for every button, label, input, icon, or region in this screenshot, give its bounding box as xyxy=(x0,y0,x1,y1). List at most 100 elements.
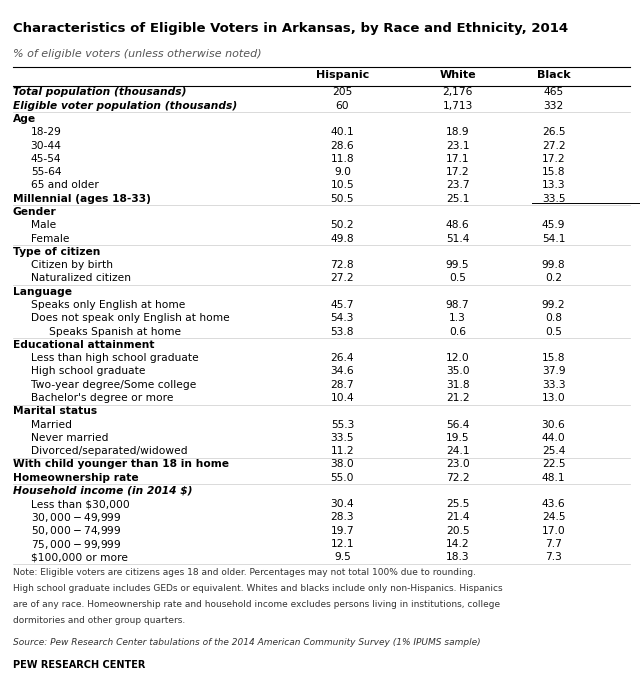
Text: $100,000 or more: $100,000 or more xyxy=(31,552,128,563)
Text: 28.3: 28.3 xyxy=(331,512,354,523)
Text: Marital status: Marital status xyxy=(13,406,97,416)
Text: 18.9: 18.9 xyxy=(446,127,469,138)
Text: Age: Age xyxy=(13,114,36,124)
Text: 28.6: 28.6 xyxy=(331,140,354,151)
Text: 24.5: 24.5 xyxy=(542,512,565,523)
Text: 19.7: 19.7 xyxy=(331,526,354,536)
Text: 43.6: 43.6 xyxy=(542,499,565,510)
Text: 15.8: 15.8 xyxy=(542,168,565,177)
Text: 26.5: 26.5 xyxy=(542,127,565,138)
Text: 38.0: 38.0 xyxy=(330,459,355,469)
Text: 23.7: 23.7 xyxy=(446,181,469,191)
Text: Married: Married xyxy=(31,419,72,429)
Text: 15.8: 15.8 xyxy=(542,353,565,363)
Text: 14.2: 14.2 xyxy=(446,539,469,549)
Text: 44.0: 44.0 xyxy=(541,433,566,443)
Text: Eligible voter population (thousands): Eligible voter population (thousands) xyxy=(13,101,237,111)
Text: Millennial (ages 18-33): Millennial (ages 18-33) xyxy=(13,194,150,204)
Text: 33.3: 33.3 xyxy=(542,380,565,389)
Text: dormitories and other group quarters.: dormitories and other group quarters. xyxy=(13,616,185,625)
Text: 23.1: 23.1 xyxy=(446,140,469,151)
Text: Two-year degree/Some college: Two-year degree/Some college xyxy=(31,380,196,389)
Text: 12.1: 12.1 xyxy=(331,539,354,549)
Text: Note: Eligible voters are citizens ages 18 and older. Percentages may not total : Note: Eligible voters are citizens ages … xyxy=(13,568,476,577)
Text: 55-64: 55-64 xyxy=(31,168,61,177)
Text: 10.4: 10.4 xyxy=(330,393,355,403)
Text: Less than high school graduate: Less than high school graduate xyxy=(31,353,198,363)
Text: High school graduate: High school graduate xyxy=(31,366,145,376)
Text: 17.2: 17.2 xyxy=(446,168,469,177)
Text: 27.2: 27.2 xyxy=(331,274,354,283)
Text: 332: 332 xyxy=(543,101,564,111)
Text: 50.5: 50.5 xyxy=(331,194,354,204)
Text: 55.3: 55.3 xyxy=(331,419,354,429)
Text: Citizen by birth: Citizen by birth xyxy=(31,260,113,270)
Text: 2,176: 2,176 xyxy=(442,87,473,98)
Text: 54.3: 54.3 xyxy=(331,313,354,323)
Text: 11.8: 11.8 xyxy=(331,154,354,164)
Text: Naturalized citizen: Naturalized citizen xyxy=(31,274,131,283)
Text: 9.0: 9.0 xyxy=(334,168,351,177)
Text: 99.5: 99.5 xyxy=(446,260,469,270)
Text: 99.2: 99.2 xyxy=(542,300,565,310)
Text: White: White xyxy=(439,70,476,80)
Text: 60: 60 xyxy=(335,101,349,111)
Text: Does not speak only English at home: Does not speak only English at home xyxy=(31,313,230,323)
Text: 99.8: 99.8 xyxy=(542,260,565,270)
Text: 1,713: 1,713 xyxy=(442,101,473,111)
Text: Source: Pew Research Center tabulations of the 2014 American Community Survey (1: Source: Pew Research Center tabulations … xyxy=(13,638,481,647)
Text: PEW RESEARCH CENTER: PEW RESEARCH CENTER xyxy=(13,660,145,670)
Text: Hispanic: Hispanic xyxy=(316,70,369,80)
Text: 28.7: 28.7 xyxy=(331,380,354,389)
Text: 65 and older: 65 and older xyxy=(31,181,99,191)
Text: 55.0: 55.0 xyxy=(331,473,354,482)
Text: 21.2: 21.2 xyxy=(446,393,469,403)
Text: 17.2: 17.2 xyxy=(542,154,565,164)
Text: 25.4: 25.4 xyxy=(542,446,565,456)
Text: Male: Male xyxy=(31,221,56,230)
Text: 17.1: 17.1 xyxy=(446,154,469,164)
Text: Female: Female xyxy=(31,234,69,244)
Text: 53.8: 53.8 xyxy=(331,327,354,336)
Text: $30,000-$49,999: $30,000-$49,999 xyxy=(31,511,122,524)
Text: 20.5: 20.5 xyxy=(446,526,469,536)
Text: 26.4: 26.4 xyxy=(331,353,354,363)
Text: 22.5: 22.5 xyxy=(542,459,565,469)
Text: 51.4: 51.4 xyxy=(446,234,469,244)
Text: 50.2: 50.2 xyxy=(331,221,354,230)
Text: 49.8: 49.8 xyxy=(331,234,354,244)
Text: 33.5: 33.5 xyxy=(331,433,354,443)
Text: 0.5: 0.5 xyxy=(449,274,466,283)
Text: are of any race. Homeownership rate and household income excludes persons living: are of any race. Homeownership rate and … xyxy=(13,600,500,609)
Text: 7.3: 7.3 xyxy=(545,552,562,563)
Text: 0.8: 0.8 xyxy=(545,313,562,323)
Text: 0.5: 0.5 xyxy=(545,327,562,336)
Text: 11.2: 11.2 xyxy=(331,446,354,456)
Text: 30.4: 30.4 xyxy=(330,499,355,510)
Text: 10.5: 10.5 xyxy=(331,181,354,191)
Text: 18-29: 18-29 xyxy=(31,127,61,138)
Text: 7.7: 7.7 xyxy=(545,539,562,549)
Text: Bachelor's degree or more: Bachelor's degree or more xyxy=(31,393,173,403)
Text: Educational attainment: Educational attainment xyxy=(13,340,154,350)
Text: High school graduate includes GEDs or equivalent. Whites and blacks include only: High school graduate includes GEDs or eq… xyxy=(13,584,502,593)
Text: Black: Black xyxy=(537,70,570,80)
Text: Characteristics of Eligible Voters in Arkansas, by Race and Ethnicity, 2014: Characteristics of Eligible Voters in Ar… xyxy=(13,22,568,36)
Text: 21.4: 21.4 xyxy=(446,512,469,523)
Text: 45.9: 45.9 xyxy=(542,221,565,230)
Text: 37.9: 37.9 xyxy=(542,366,565,376)
Text: 45.7: 45.7 xyxy=(331,300,354,310)
Text: $75,000-$99,999: $75,000-$99,999 xyxy=(31,537,122,551)
Text: 34.6: 34.6 xyxy=(331,366,354,376)
Text: 9.5: 9.5 xyxy=(334,552,351,563)
Text: 24.1: 24.1 xyxy=(446,446,469,456)
Text: 30.6: 30.6 xyxy=(541,419,566,429)
Text: 48.6: 48.6 xyxy=(446,221,469,230)
Text: 35.0: 35.0 xyxy=(446,366,469,376)
Text: 25.5: 25.5 xyxy=(446,499,469,510)
Text: Total population (thousands): Total population (thousands) xyxy=(13,87,186,98)
Text: Less than $30,000: Less than $30,000 xyxy=(31,499,129,510)
Text: 54.1: 54.1 xyxy=(542,234,565,244)
Text: 25.1: 25.1 xyxy=(446,194,469,204)
Text: 30-44: 30-44 xyxy=(31,140,61,151)
